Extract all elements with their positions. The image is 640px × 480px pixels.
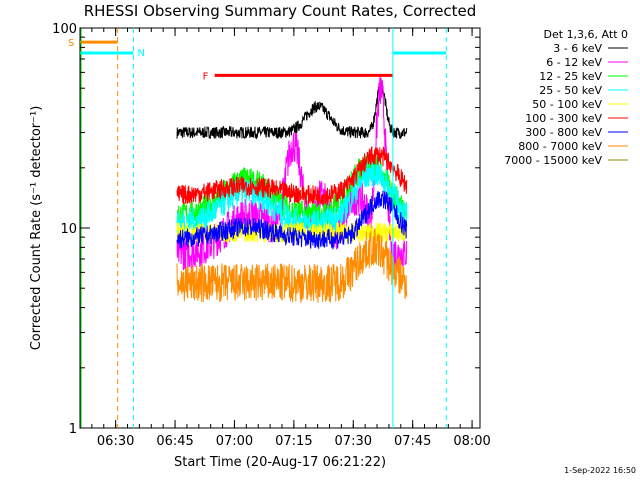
attenuator-label: N bbox=[137, 48, 144, 59]
y-tick-label: 100 bbox=[52, 22, 77, 37]
legend-label: 300 - 800 keV bbox=[525, 126, 602, 139]
legend-label: 7000 - 15000 keV bbox=[504, 154, 602, 167]
legend-label: 12 - 25 keV bbox=[539, 70, 602, 83]
series-line bbox=[176, 190, 408, 250]
x-tick-label: 07:30 bbox=[335, 434, 372, 449]
x-tick-label: 08:00 bbox=[453, 434, 490, 449]
attenuator-label: F bbox=[203, 71, 209, 82]
series-line bbox=[176, 222, 408, 243]
x-tick-label: 06:30 bbox=[97, 434, 134, 449]
legend-label: 800 - 7000 keV bbox=[518, 140, 602, 153]
series-line bbox=[176, 146, 408, 205]
legend-label: 3 - 6 keV bbox=[553, 42, 602, 55]
attenuator-marker-layer: S N F bbox=[68, 28, 447, 428]
legend-label: 50 - 100 keV bbox=[532, 98, 602, 111]
x-tick-label: 07:15 bbox=[275, 434, 312, 449]
legend-label: 25 - 50 keV bbox=[539, 84, 602, 97]
x-axis-label: Start Time (20-Aug-17 06:21:22) bbox=[174, 455, 386, 470]
y-tick-label: 10 bbox=[60, 222, 77, 237]
legend-label: 6 - 12 keV bbox=[546, 56, 602, 69]
legend-label: 100 - 300 keV bbox=[525, 112, 602, 125]
x-tick-label: 07:45 bbox=[394, 434, 431, 449]
series-line bbox=[176, 82, 408, 140]
x-axis-ticks: 06:30 06:45 07:00 07:15 07:30 07:45 08:00 bbox=[91, 28, 491, 449]
x-tick-label: 06:45 bbox=[156, 434, 193, 449]
series-line bbox=[176, 228, 408, 303]
footer-timestamp: 1-Sep-2022 16:50 bbox=[564, 466, 636, 475]
y-axis-ticks: 1 10 100 bbox=[52, 22, 480, 437]
legend-header: Det 1,3,6, Att 0 bbox=[544, 28, 628, 41]
attenuator-label: S bbox=[68, 38, 74, 49]
series-layer bbox=[176, 74, 408, 303]
y-axis-label: Corrected Count Rate (s⁻¹ detector⁻¹) bbox=[29, 106, 44, 351]
x-tick-label: 07:00 bbox=[216, 434, 253, 449]
y-tick-label: 1 bbox=[69, 422, 77, 437]
chart-title: RHESSI Observing Summary Count Rates, Co… bbox=[84, 2, 477, 20]
